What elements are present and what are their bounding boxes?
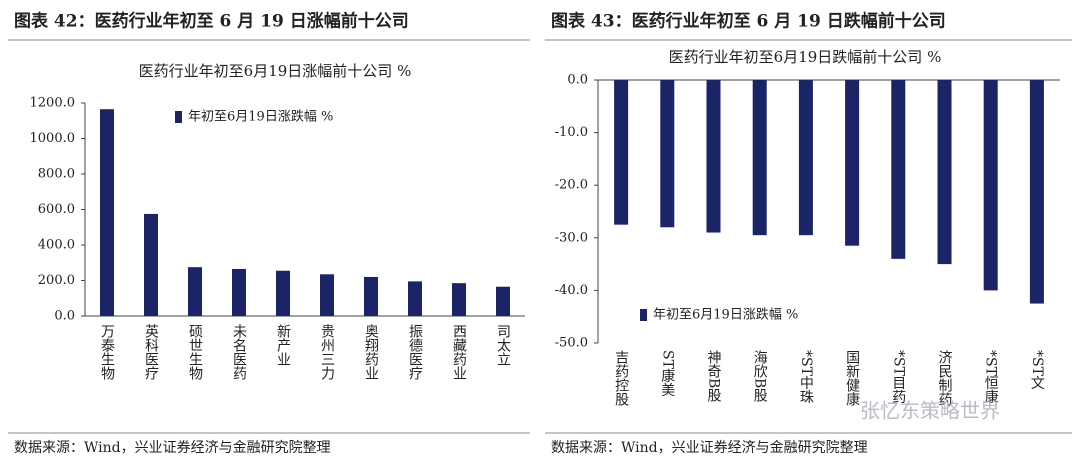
bar [845,80,860,246]
y-tick-label: 0.0 [567,73,588,88]
x-tick-label: 万泰生物 [99,324,115,381]
y-tick-label: 0.0 [54,309,75,324]
bar [706,80,721,233]
y-tick-label: 600.0 [38,202,75,217]
x-tick-label: 贵州三力 [319,324,335,381]
bar [100,109,114,317]
bar [408,281,422,316]
chart-subtitle: 医药行业年初至6月19日跌幅前十公司 % [669,48,942,66]
legend-swatch [640,309,647,321]
legend-swatch [175,111,182,123]
chart-title: 图表 43：医药行业年初至 6 月 19 日跌幅前十公司 [551,11,946,32]
y-tick-label: 400.0 [38,238,75,253]
x-tick-label: 未名医药 [231,324,247,380]
x-tick-label: *ST恒康 [983,350,999,404]
x-tick-label: 国新健康 [844,350,860,406]
legend-label: 年初至6月19日涨跌幅 % [653,307,798,323]
watermark: 张忆东策略世界 [860,399,1000,423]
y-tick-label: 800.0 [38,167,75,182]
x-tick-label: 吉药控股 [613,350,629,407]
bar [798,80,813,236]
x-tick-label: 硕世生物 [187,324,203,381]
bar [276,270,290,316]
y-tick-label: -30.0 [555,230,588,245]
source-note: 数据来源：Wind，兴业证券经济与金融研究院整理 [14,440,331,456]
x-tick-label: 英科医疗 [143,323,159,380]
x-tick-label: 济民制药 [937,350,953,406]
bar [752,80,767,236]
chart-subtitle: 医药行业年初至6月19日涨幅前十公司 % [139,62,412,80]
bar [891,80,906,259]
bar [188,267,202,316]
x-tick-label: *ST目药 [890,350,906,404]
bar [937,80,952,265]
bar [232,268,246,316]
bar [320,274,334,316]
bar [1029,80,1044,304]
y-tick-label: 200.0 [38,273,75,288]
x-tick-label: 西藏药业 [451,324,467,380]
x-tick-label: *ST文 [1029,350,1045,390]
x-tick-label: 神奇B股 [706,350,722,404]
y-tick-label: 1000.0 [30,131,76,146]
bar [614,80,629,225]
x-tick-label: 司太立 [495,324,511,366]
x-tick-label: 振德医疗 [407,324,423,380]
chart-title: 图表 42：医药行业年初至 6 月 19 日涨幅前十公司 [14,11,409,32]
y-tick-label: 1200.0 [30,96,76,111]
x-tick-label: 新产业 [275,324,291,366]
legend-label: 年初至6月19日涨跌幅 % [188,109,333,125]
x-tick-label: 海欣B股 [752,350,768,404]
bar [983,80,998,291]
source-note: 数据来源：Wind，兴业证券经济与金融研究院整理 [551,440,868,456]
bar [660,80,675,228]
y-tick-label: -20.0 [555,178,588,193]
bar [364,276,378,316]
y-tick-label: -40.0 [555,283,588,298]
x-tick-label: ST康美 [659,350,675,397]
y-tick-label: -50.0 [555,336,588,351]
bar [452,283,466,316]
bar [496,286,510,316]
x-tick-label: *ST中珠 [798,350,814,404]
x-tick-label: 奥翔药业 [363,323,379,380]
bar [144,213,158,316]
y-tick-label: -10.0 [555,125,588,140]
